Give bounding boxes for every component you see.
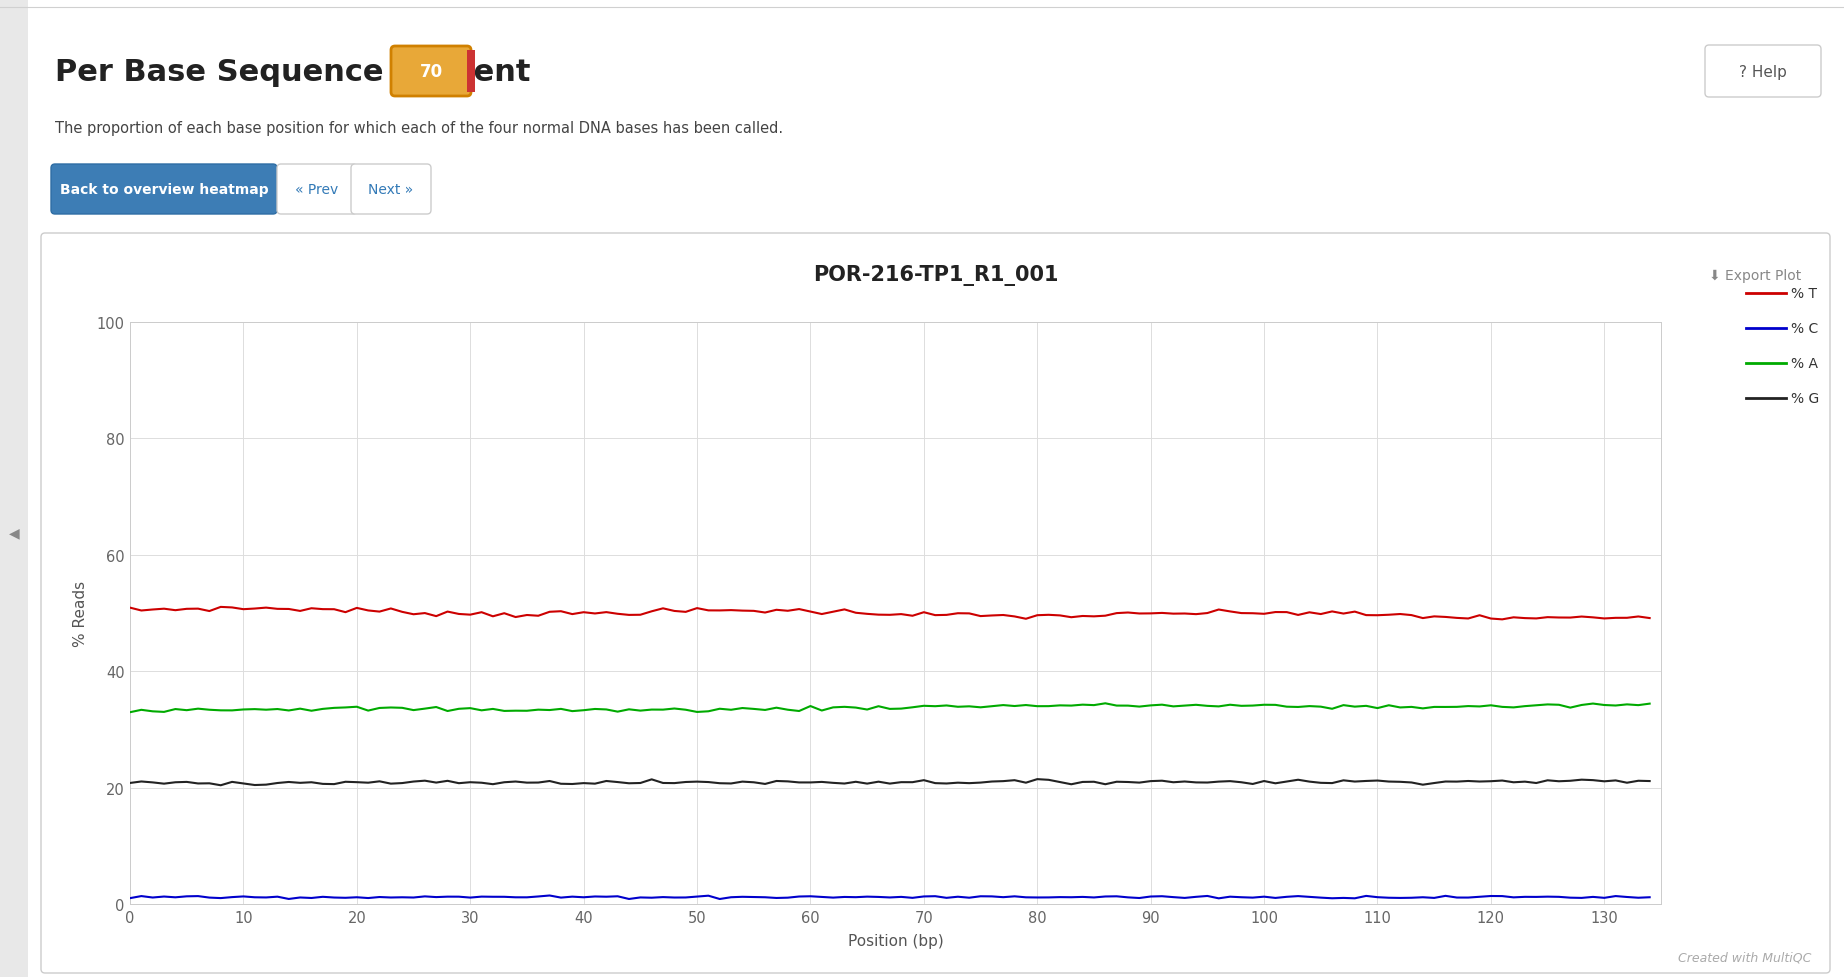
Text: 70: 70 (419, 63, 443, 81)
Bar (0, 0, 28, 977)
FancyBboxPatch shape (1706, 46, 1822, 98)
Text: Per Base Sequence Content: Per Base Sequence Content (55, 58, 531, 86)
Text: % A: % A (1791, 357, 1818, 370)
Text: POR-216-TP1_R1_001: POR-216-TP1_R1_001 (813, 265, 1058, 286)
Text: % C: % C (1791, 321, 1818, 336)
Text: ◀: ◀ (9, 526, 18, 539)
Text: Back to overview heatmap: Back to overview heatmap (59, 183, 269, 196)
Text: ? Help: ? Help (1739, 64, 1787, 79)
Text: Next »: Next » (369, 183, 413, 196)
Text: ⬇ Export Plot: ⬇ Export Plot (1709, 269, 1802, 282)
Y-axis label: % Reads: % Reads (74, 580, 89, 647)
FancyBboxPatch shape (350, 165, 431, 215)
Text: « Prev: « Prev (295, 183, 339, 196)
Text: % G: % G (1791, 392, 1820, 405)
Bar (467, 51, 476, 93)
FancyBboxPatch shape (391, 47, 470, 97)
FancyBboxPatch shape (41, 234, 1829, 973)
Text: % T: % T (1791, 286, 1816, 301)
X-axis label: Position (bp): Position (bp) (848, 933, 944, 948)
FancyBboxPatch shape (277, 165, 358, 215)
Text: Created with MultiQC: Created with MultiQC (1678, 951, 1811, 963)
FancyBboxPatch shape (52, 165, 277, 215)
Text: The proportion of each base position for which each of the four normal DNA bases: The proportion of each base position for… (55, 120, 784, 136)
